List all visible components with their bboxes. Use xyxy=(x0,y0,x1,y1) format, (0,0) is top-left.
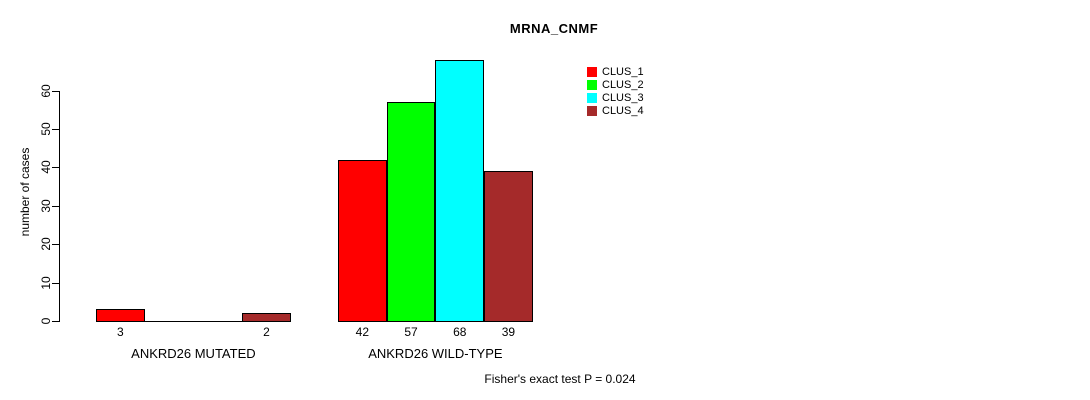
bar-value-label: 68 xyxy=(453,325,467,339)
bar-value-label: 2 xyxy=(263,325,270,339)
y-tick-mark xyxy=(52,90,59,92)
x-group-label: ANKRD26 MUTATED xyxy=(131,346,256,361)
bar-clus_2 xyxy=(386,102,436,322)
legend-swatch-clus_1 xyxy=(587,66,597,77)
bar-clus_4 xyxy=(242,313,291,322)
legend-label: CLUS_4 xyxy=(602,104,644,117)
y-tick-mark xyxy=(52,282,59,284)
y-tick-label: 60 xyxy=(39,83,53,98)
bar-clus_3 xyxy=(435,59,485,322)
legend-item: CLUS_4 xyxy=(587,104,644,117)
legend: CLUS_1 CLUS_2 CLUS_3 CLUS_4 xyxy=(587,65,644,117)
y-axis-line xyxy=(59,90,60,322)
bar-zero-clus_3 xyxy=(193,321,244,322)
legend-label: CLUS_2 xyxy=(602,78,644,91)
x-group-label: ANKRD26 WILD-TYPE xyxy=(368,346,503,361)
y-tick-label: 40 xyxy=(39,160,53,175)
bar-clus_1 xyxy=(96,309,145,322)
legend-label: CLUS_1 xyxy=(602,65,644,78)
annotation-text: Fisher's exact test P = 0.024 xyxy=(484,372,636,386)
y-tick-mark xyxy=(52,205,59,207)
bar-value-label: 3 xyxy=(117,325,124,339)
y-tick-label: 30 xyxy=(39,199,53,213)
legend-item: CLUS_3 xyxy=(587,91,644,104)
y-tick-label: 20 xyxy=(39,237,53,251)
bar-value-label: 42 xyxy=(355,325,370,339)
y-tick-mark xyxy=(52,167,59,169)
bar-zero-clus_2 xyxy=(144,321,195,322)
legend-swatch-clus_4 xyxy=(587,105,597,116)
y-tick-label: 50 xyxy=(39,122,53,136)
legend-item: CLUS_1 xyxy=(587,65,644,78)
bar-clus_4 xyxy=(484,171,533,322)
bar-clus_1 xyxy=(338,159,387,322)
y-tick-mark xyxy=(52,129,59,130)
y-tick-mark xyxy=(52,244,59,246)
bar-value-label: 57 xyxy=(404,325,418,339)
y-tick-label: 0 xyxy=(39,317,53,325)
chart-title: MRNA_CNMF xyxy=(509,21,599,36)
legend-item: CLUS_2 xyxy=(587,78,644,91)
legend-label: CLUS_3 xyxy=(602,91,644,104)
bar-value-label: 39 xyxy=(501,325,516,339)
legend-swatch-clus_3 xyxy=(587,92,597,103)
y-tick-mark xyxy=(52,321,59,322)
legend-swatch-clus_2 xyxy=(587,79,597,90)
y-tick-label: 10 xyxy=(39,275,53,290)
